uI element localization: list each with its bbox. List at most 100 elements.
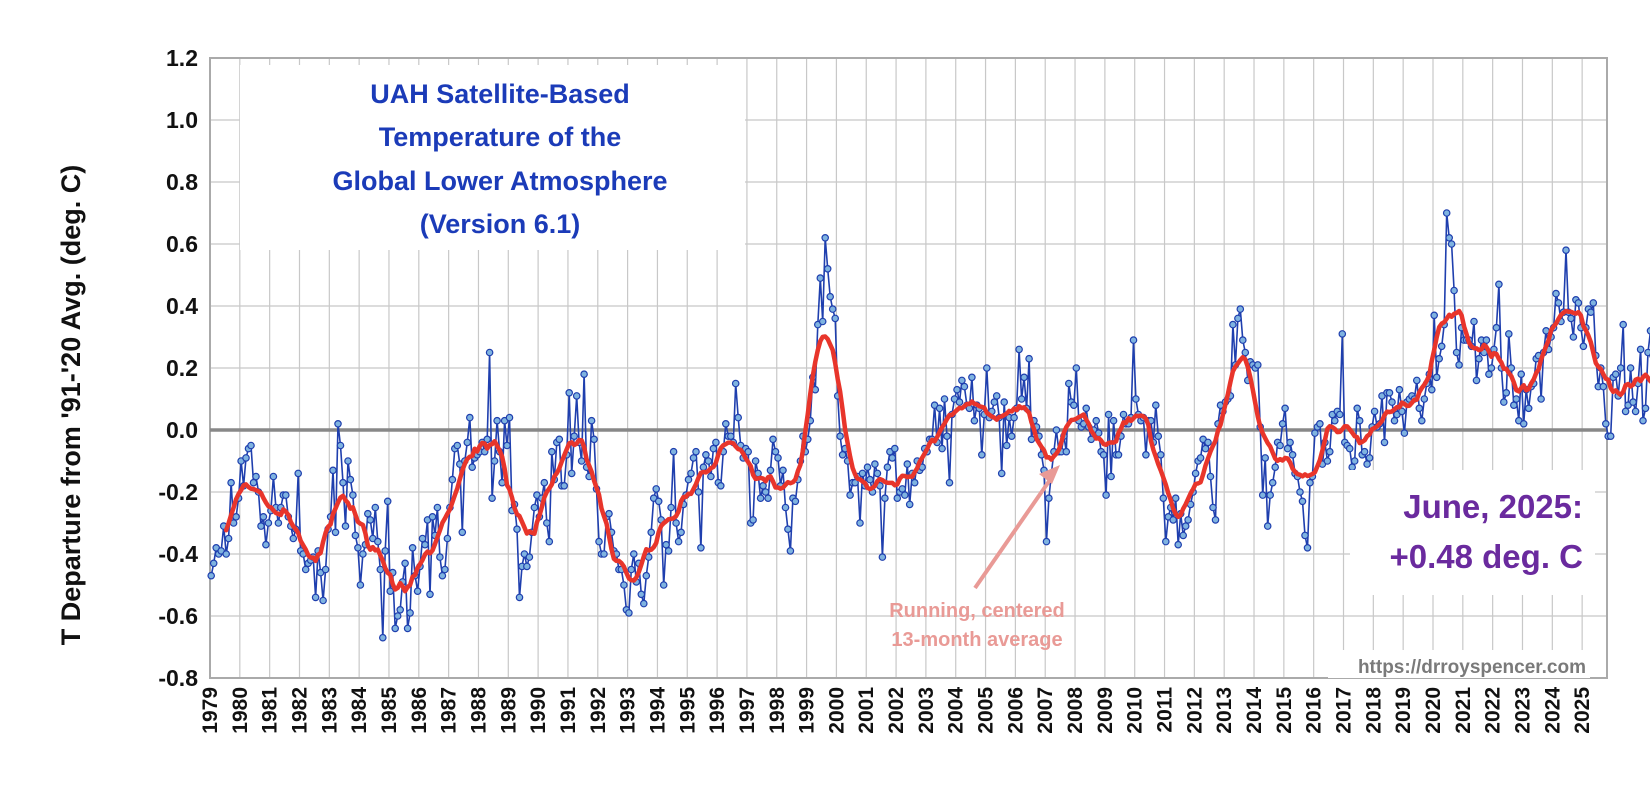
monthly-point (1276, 441, 1284, 450)
monthly-point (1010, 413, 1018, 422)
monthly-point (1162, 537, 1170, 546)
monthly-point (485, 348, 494, 357)
monthly-point (1179, 531, 1188, 540)
monthly-point (938, 444, 946, 453)
monthly-point (1062, 447, 1071, 456)
monthly-point (828, 305, 837, 313)
monthly-point (1370, 407, 1379, 416)
monthly-point (687, 469, 695, 478)
monthly-point (351, 531, 360, 540)
y-tick-label: 1.0 (166, 107, 198, 133)
monthly-point (222, 550, 231, 558)
monthly-point (428, 512, 437, 521)
monthly-point (1380, 438, 1389, 447)
monthly-point (1331, 416, 1339, 425)
monthly-point (1639, 416, 1647, 425)
monthly-point (883, 463, 892, 472)
monthly-point (1611, 370, 1620, 379)
monthly-point (493, 416, 501, 425)
monthly-point (468, 463, 477, 472)
monthly-point (1025, 354, 1033, 363)
monthly-point (523, 562, 531, 571)
x-tick-label: 2017 (1333, 687, 1356, 734)
monthly-point (249, 478, 258, 487)
monthly-point (1336, 410, 1344, 419)
title-line-4: (Version 6.1) (420, 209, 581, 239)
monthly-point (600, 550, 608, 558)
monthly-point (515, 593, 524, 602)
monthly-point (1261, 454, 1270, 462)
x-tick-label: 1996 (706, 687, 729, 734)
monthly-point (458, 528, 467, 537)
running-average-line (223, 308, 1650, 594)
monthly-point (1303, 543, 1312, 552)
x-tick-label: 2023 (1511, 687, 1534, 734)
callout-value: +0.48 deg. C (1389, 538, 1583, 575)
monthly-point (560, 481, 569, 490)
monthly-point (958, 376, 966, 385)
monthly-point (294, 469, 303, 478)
monthly-point (1626, 364, 1635, 372)
monthly-point (960, 382, 969, 391)
monthly-point (716, 481, 725, 490)
monthly-point (781, 503, 790, 512)
monthly-point (443, 534, 452, 543)
monthly-point (1517, 370, 1526, 379)
monthly-point (413, 587, 422, 596)
annotation-line-2: 13-month average (891, 629, 1062, 651)
source-background (1328, 650, 1590, 678)
source-url: https://drroyspencer.com (1358, 657, 1586, 678)
monthly-point (821, 234, 830, 242)
monthly-point (1204, 438, 1212, 447)
monthly-point (1181, 522, 1190, 530)
x-tick-label: 2004 (945, 687, 968, 734)
y-tick-label: -0.8 (158, 665, 198, 691)
monthly-point (992, 392, 1001, 400)
monthly-point (791, 497, 800, 506)
y-axis-ticks: 1.2 1.0 0.8 0.6 0.4 0.2 0.0 -0.2 -0.4 -0.6 -0.8 (158, 45, 198, 691)
monthly-point (545, 537, 554, 546)
monthly-point (838, 450, 847, 459)
monthly-point (1052, 426, 1061, 434)
y-tick-label: 0.4 (166, 293, 198, 319)
monthly-point (1512, 395, 1521, 403)
running-average-series (223, 308, 1650, 594)
monthly-point (1107, 472, 1115, 481)
monthly-point (1129, 336, 1138, 344)
monthly-point (396, 605, 405, 614)
x-tick-label: 1991 (557, 687, 580, 734)
monthly-point (433, 503, 442, 512)
monthly-point (1045, 494, 1053, 503)
monthly-point (1338, 330, 1347, 338)
monthly-point (1283, 444, 1292, 453)
monthly-point (1102, 491, 1110, 499)
monthly-point (1201, 444, 1210, 453)
monthly-point (667, 503, 675, 512)
x-tick-label: 1997 (736, 687, 759, 734)
monthly-point (393, 612, 402, 620)
x-tick-label: 2024 (1541, 687, 1564, 734)
monthly-point (945, 478, 954, 487)
monthly-point (1234, 314, 1242, 323)
monthly-point (386, 587, 395, 596)
monthly-point (1360, 447, 1369, 456)
monthly-point (1323, 457, 1332, 465)
monthly-point (274, 519, 283, 527)
monthly-point (401, 559, 409, 568)
monthly-point (349, 491, 357, 499)
monthly-point (756, 494, 765, 503)
chart-title: UAH Satellite-Based Temperature of the G… (332, 79, 667, 239)
monthly-point (1602, 419, 1610, 428)
y-tick-label: 0.2 (166, 355, 198, 381)
monthly-point (769, 435, 777, 444)
monthly-point (1445, 234, 1454, 242)
monthly-point (699, 463, 708, 472)
monthly-point (289, 534, 298, 543)
monthly-point (1398, 407, 1406, 416)
monthly-point (1619, 320, 1628, 329)
monthly-point (953, 385, 961, 394)
monthly-point (1524, 404, 1533, 413)
monthly-point (383, 497, 392, 506)
monthly-point (341, 522, 350, 530)
monthly-point (1644, 348, 1650, 357)
